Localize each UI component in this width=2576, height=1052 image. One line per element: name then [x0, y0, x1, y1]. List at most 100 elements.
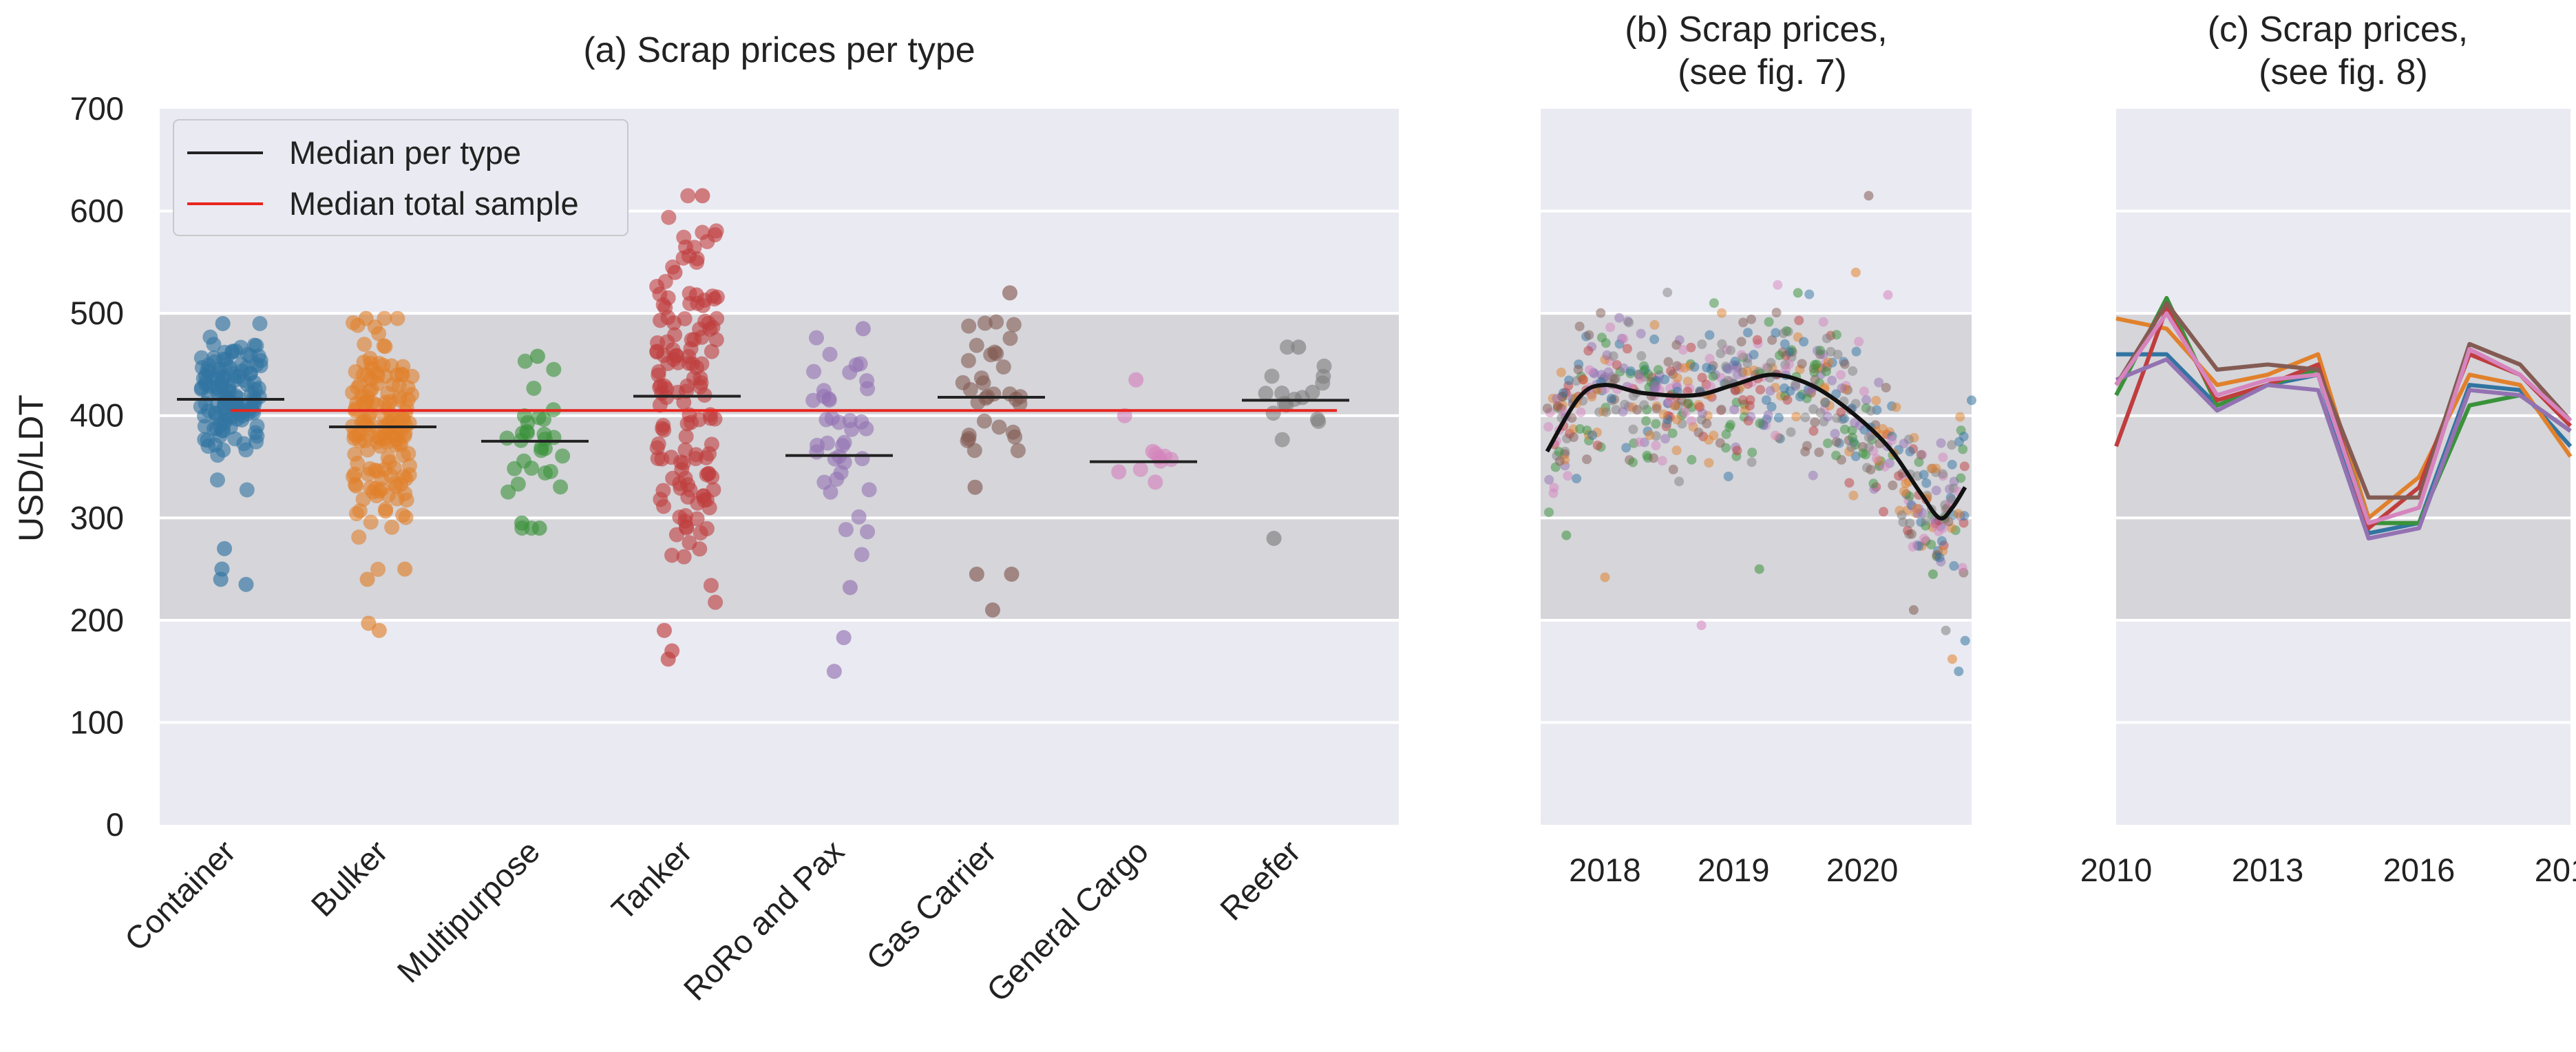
point-gas-carrier: [976, 413, 992, 429]
time-point: [1859, 386, 1869, 397]
point-bulker: [357, 337, 372, 353]
point-bulker: [384, 519, 400, 535]
time-point: [1558, 388, 1568, 398]
panel-a-shaded-band: [160, 313, 1399, 620]
y-tick-label: 0: [106, 806, 124, 843]
point-bulker: [395, 507, 411, 523]
time-point: [1621, 443, 1632, 453]
point-bulker: [392, 389, 408, 405]
time-point: [1778, 328, 1788, 339]
point-tanker: [678, 429, 694, 445]
time-point: [1564, 375, 1574, 386]
time-point: [1879, 461, 1890, 472]
time-point: [1957, 562, 1967, 573]
time-point: [1936, 438, 1946, 448]
time-point: [1793, 288, 1803, 298]
time-point: [1754, 564, 1764, 574]
point-tanker: [668, 527, 684, 543]
time-point: [1871, 454, 1881, 464]
point-container: [215, 316, 231, 331]
point-gas-carrier: [969, 567, 984, 582]
time-point: [1954, 666, 1964, 677]
point-container: [196, 408, 212, 424]
time-point: [1665, 396, 1675, 406]
time-point: [1584, 330, 1594, 340]
panel-c-title-line1: (c) Scrap prices,: [2208, 10, 2469, 50]
time-point: [1954, 436, 1965, 447]
point-container: [252, 316, 268, 331]
time-point: [1831, 450, 1841, 461]
point-tanker: [680, 490, 696, 505]
time-point: [1678, 345, 1689, 355]
time-point: [1542, 403, 1552, 414]
point-container: [249, 428, 265, 444]
time-point: [1738, 395, 1748, 406]
time-point: [1563, 471, 1573, 481]
point-tanker: [670, 355, 686, 370]
point-bulker: [363, 355, 379, 371]
time-point: [1797, 359, 1807, 369]
point-gas-carrier: [977, 315, 993, 331]
point-tanker: [675, 250, 691, 266]
time-point: [1618, 407, 1628, 417]
panel-c-scrap-price-lines: (c) Scrap prices, (see fig. 8) 2010 2013 2…: [2080, 10, 2576, 888]
time-point: [1959, 461, 1970, 472]
point-bulker: [359, 571, 375, 587]
time-point: [1864, 432, 1874, 443]
point-bulker: [397, 561, 413, 577]
time-point: [1791, 379, 1801, 390]
point-roro-and-pax: [833, 465, 849, 481]
point-tanker: [704, 344, 719, 359]
point-tanker: [677, 514, 693, 529]
point-reefer: [1265, 406, 1281, 421]
time-point: [1731, 386, 1741, 396]
point-tanker: [692, 541, 708, 557]
panel-a-y-ticks: 0 100 200 300 400 500 600 700: [70, 90, 124, 843]
time-point: [1625, 366, 1636, 377]
time-point: [1808, 404, 1819, 414]
time-point: [1662, 287, 1673, 297]
time-point: [1696, 620, 1707, 631]
point-reefer: [1309, 411, 1325, 427]
point-tanker: [656, 422, 672, 438]
point-gas-carrier: [969, 337, 984, 353]
time-point: [1868, 478, 1879, 489]
time-point: [1723, 471, 1733, 481]
y-tick-label: 500: [70, 295, 124, 331]
time-point: [1937, 523, 1947, 534]
point-tanker: [708, 223, 724, 239]
point-bulker: [394, 411, 410, 427]
point-roro-and-pax: [831, 414, 847, 430]
x-tick-label: Tanker: [604, 833, 699, 927]
point-bulker: [360, 442, 376, 458]
time-point: [1746, 412, 1756, 422]
time-point: [1732, 445, 1742, 456]
point-gas-carrier: [961, 318, 977, 334]
time-point: [1955, 412, 1965, 422]
point-tanker: [704, 436, 719, 452]
time-point: [1831, 436, 1841, 447]
point-gas-carrier: [1007, 429, 1023, 445]
legend-label-median-total: Median total sample: [289, 185, 579, 222]
time-point: [1568, 432, 1579, 443]
point-container: [213, 375, 229, 391]
point-tanker: [676, 549, 692, 565]
time-point: [1651, 419, 1661, 429]
time-point: [1837, 383, 1847, 393]
point-roro-and-pax: [842, 580, 858, 596]
time-point: [1782, 394, 1793, 405]
time-point: [1775, 350, 1785, 361]
time-point: [1766, 357, 1776, 368]
time-point: [1815, 346, 1826, 356]
series-line-roro-and-pax: [2115, 357, 2572, 540]
time-point: [1771, 430, 1781, 441]
time-point: [1808, 470, 1818, 481]
point-bulker: [390, 311, 405, 326]
time-point: [1848, 366, 1858, 376]
point-tanker: [657, 273, 673, 289]
time-point: [1574, 322, 1585, 332]
point-tanker: [664, 547, 680, 563]
time-point: [1844, 478, 1855, 488]
point-reefer: [1279, 339, 1295, 355]
